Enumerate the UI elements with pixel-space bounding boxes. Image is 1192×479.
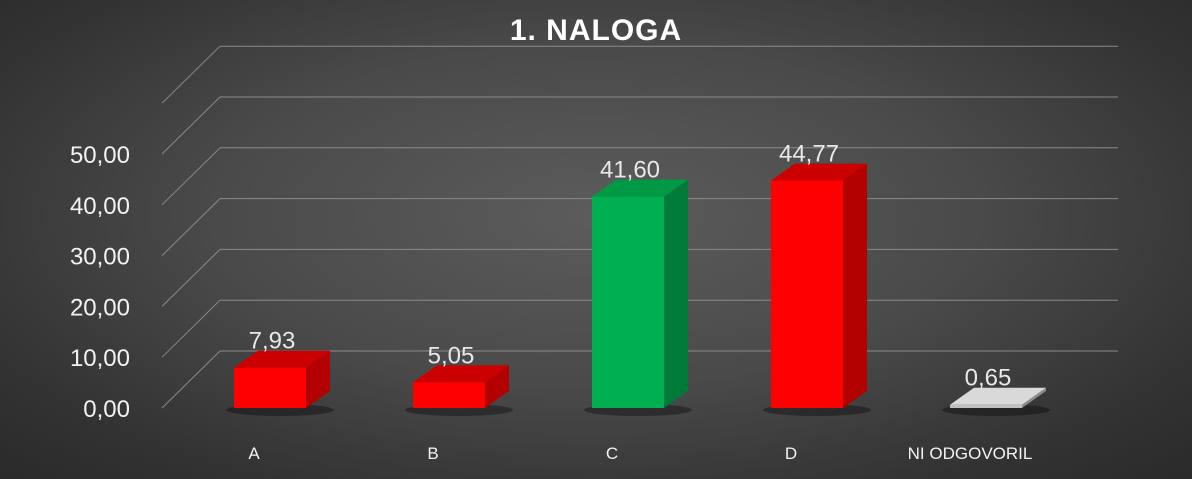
bar-side xyxy=(485,365,509,408)
bar-ni-odgovoril xyxy=(950,404,1022,408)
gridline-diagonal xyxy=(161,96,221,155)
data-label: 44,77 xyxy=(779,141,839,168)
bar-c xyxy=(592,196,664,408)
gridline-diagonal xyxy=(161,350,221,409)
x-tick-label: D xyxy=(785,444,797,463)
data-label: 7,93 xyxy=(249,328,296,355)
bar-side xyxy=(843,163,867,408)
data-label: 0,65 xyxy=(965,365,1012,392)
bar-top xyxy=(234,350,330,368)
gridline-diagonal xyxy=(161,147,221,206)
y-tick-label: 0,00 xyxy=(83,396,130,423)
x-tick-label: NI ODGOVORIL xyxy=(908,444,1033,463)
x-tick-label: C xyxy=(606,444,618,463)
chart-title: 1. NALOGA xyxy=(509,14,683,47)
y-tick-label: 40,00 xyxy=(70,193,130,220)
bar-top xyxy=(592,179,688,197)
x-tick-label: A xyxy=(248,444,260,463)
bar-top xyxy=(771,163,867,181)
bar-b xyxy=(413,382,485,408)
bar-side xyxy=(1022,387,1046,408)
bar-a xyxy=(234,367,306,408)
y-tick-label: 10,00 xyxy=(70,345,130,372)
gridline-diagonal xyxy=(161,299,221,358)
gridline-diagonal xyxy=(161,45,221,104)
bar-side xyxy=(306,350,330,408)
y-tick-label: 50,00 xyxy=(70,142,130,169)
bar-d xyxy=(771,180,843,408)
y-tick-label: 30,00 xyxy=(70,244,130,271)
bar-top xyxy=(950,387,1046,405)
x-tick-label: B xyxy=(427,444,438,463)
bar-top xyxy=(413,365,509,383)
data-label: 41,60 xyxy=(600,157,660,184)
data-label: 5,05 xyxy=(428,342,475,369)
y-tick-label: 20,00 xyxy=(70,294,130,321)
gridline-diagonal xyxy=(161,198,221,256)
bar-side xyxy=(664,179,688,408)
gridline-diagonal xyxy=(161,249,221,307)
